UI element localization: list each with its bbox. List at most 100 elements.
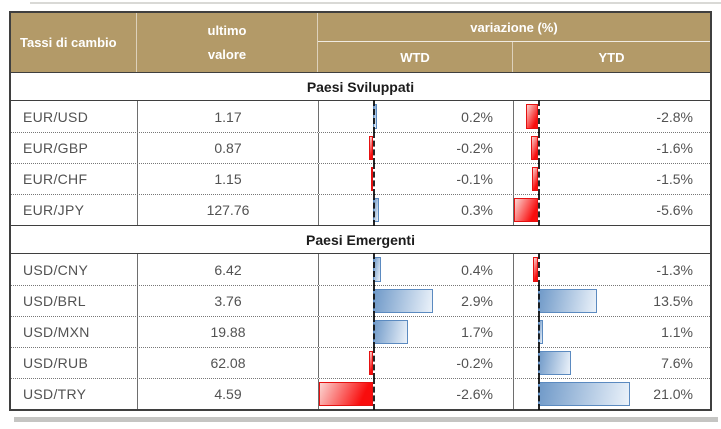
last-value: 3.76 <box>137 286 318 316</box>
wtd-axis-line <box>373 100 376 133</box>
exchange-rates-table: Tassi di cambio ultimo valore variazione… <box>9 11 712 411</box>
wtd-bar <box>368 351 374 375</box>
currency-pair-label: EUR/CHF <box>23 171 88 187</box>
ytd-bar <box>538 289 598 313</box>
ytd-cell: -1.6% <box>513 132 710 164</box>
section-header-paesi-emergenti: Paesi Emergenti <box>11 225 710 254</box>
currency-pair-label: EUR/USD <box>23 108 89 125</box>
ytd-cell: 1.1% <box>513 316 710 348</box>
wtd-cell: -0.2% <box>318 347 513 379</box>
header-ultimo-line1: ultimo <box>207 23 247 38</box>
wtd-axis-line <box>373 285 376 317</box>
ytd-axis-line <box>538 132 541 164</box>
wtd-axis-line <box>373 163 376 195</box>
ytd-cell: -1.5% <box>513 163 710 195</box>
ytd-cell: 13.5% <box>513 285 710 317</box>
ytd-value: -5.6% <box>656 202 693 218</box>
currency-pair-label: EUR/JPY <box>23 202 85 218</box>
wtd-bar <box>319 382 374 406</box>
wtd-cell: 0.3% <box>318 194 513 226</box>
top-rule-line <box>30 2 721 4</box>
last-value: 1.17 <box>137 101 318 132</box>
currency-pair-label: USD/MXN <box>23 324 90 340</box>
header-wtd: WTD <box>318 42 513 72</box>
currency-pair-label: EUR/GBP <box>23 140 89 156</box>
header-ultimo-line2: valore <box>207 47 247 62</box>
ytd-value: 13.5% <box>653 293 693 309</box>
header-tassi-di-cambio: Tassi di cambio <box>11 13 137 72</box>
wtd-value: 0.4% <box>461 261 493 278</box>
ytd-value: 1.1% <box>661 324 693 340</box>
ytd-cell: -5.6% <box>513 194 710 226</box>
wtd-axis-line <box>373 253 376 286</box>
ytd-axis-line <box>538 100 541 133</box>
wtd-bar <box>368 136 374 160</box>
ytd-value: 7.6% <box>661 355 693 371</box>
wtd-axis-line <box>373 132 376 164</box>
wtd-bar <box>373 289 434 313</box>
table-row: USD/RUB 62.08 -0.2% 7.6% <box>11 347 710 379</box>
last-value: 19.88 <box>137 317 318 347</box>
wtd-cell: 2.9% <box>318 285 513 317</box>
ytd-cell: 7.6% <box>513 347 710 379</box>
last-value: 4.59 <box>137 379 318 409</box>
table-row: USD/CNY 6.42 0.4% -1.3% <box>11 253 710 286</box>
last-value: 0.87 <box>137 133 318 163</box>
ytd-axis-line <box>538 194 541 226</box>
wtd-cell: -0.1% <box>318 163 513 195</box>
wtd-cell: 0.2% <box>318 100 513 133</box>
wtd-value: -0.1% <box>456 171 493 187</box>
wtd-value: -0.2% <box>456 355 493 371</box>
wtd-value: 0.3% <box>461 202 493 218</box>
section-header-paesi-sviluppati: Paesi Sviluppati <box>11 72 710 101</box>
wtd-bar <box>371 167 374 191</box>
ytd-bar <box>532 257 539 282</box>
table-header: Tassi di cambio ultimo valore variazione… <box>11 13 710 72</box>
wtd-axis-line <box>373 347 376 379</box>
currency-pair-label: USD/CNY <box>23 261 89 278</box>
table-row: EUR/CHF 1.15 -0.1% -1.5% <box>11 163 710 195</box>
ytd-bar <box>538 351 572 375</box>
bottom-shadow-line <box>14 417 718 422</box>
last-value: 127.76 <box>137 195 318 225</box>
wtd-value: 0.2% <box>461 108 493 125</box>
last-value: 1.15 <box>137 164 318 194</box>
wtd-value: -2.6% <box>456 386 493 402</box>
ytd-bar <box>526 104 539 129</box>
ytd-cell: -1.3% <box>513 253 710 286</box>
wtd-value: 1.7% <box>461 324 493 340</box>
emerging-rows: USD/CNY 6.42 0.4% -1.3% USD/BRL 3.76 2.9… <box>11 253 710 410</box>
ytd-value: -1.3% <box>656 261 693 278</box>
header-ultimo-valore: ultimo valore <box>137 13 318 72</box>
table-row: EUR/USD 1.17 0.2% -2.8% <box>11 100 710 133</box>
developed-rows: EUR/USD 1.17 0.2% -2.8% EUR/GBP 0.87 -0.… <box>11 100 710 226</box>
last-value: 62.08 <box>137 348 318 378</box>
ytd-cell: -2.8% <box>513 100 710 133</box>
wtd-axis-line <box>373 378 376 410</box>
ytd-bar <box>514 198 539 222</box>
currency-pair-label: USD/RUB <box>23 355 89 371</box>
wtd-axis-line <box>373 316 376 348</box>
ytd-axis-line <box>538 378 541 410</box>
wtd-axis-line <box>373 194 376 226</box>
ytd-axis-line <box>538 163 541 195</box>
ytd-axis-line <box>538 253 541 286</box>
table-row: EUR/GBP 0.87 -0.2% -1.6% <box>11 132 710 164</box>
header-variazione: variazione (%) <box>318 13 710 42</box>
currency-pair-label: USD/TRY <box>23 386 87 402</box>
last-value: 6.42 <box>137 254 318 285</box>
ytd-value: -1.6% <box>656 140 693 156</box>
table-row: USD/TRY 4.59 -2.6% 21.0% <box>11 378 710 410</box>
table-row: EUR/JPY 127.76 0.3% -5.6% <box>11 194 710 226</box>
wtd-cell: 1.7% <box>318 316 513 348</box>
wtd-value: -0.2% <box>456 140 493 156</box>
wtd-cell: -0.2% <box>318 132 513 164</box>
ytd-bar <box>531 136 539 160</box>
wtd-bar <box>373 320 409 344</box>
ytd-axis-line <box>538 285 541 317</box>
header-ytd: YTD <box>598 49 625 65</box>
table-row: USD/MXN 19.88 1.7% 1.1% <box>11 316 710 348</box>
ytd-cell: 21.0% <box>513 378 710 410</box>
currency-pair-label: USD/BRL <box>23 293 86 309</box>
ytd-value: 21.0% <box>653 386 693 402</box>
